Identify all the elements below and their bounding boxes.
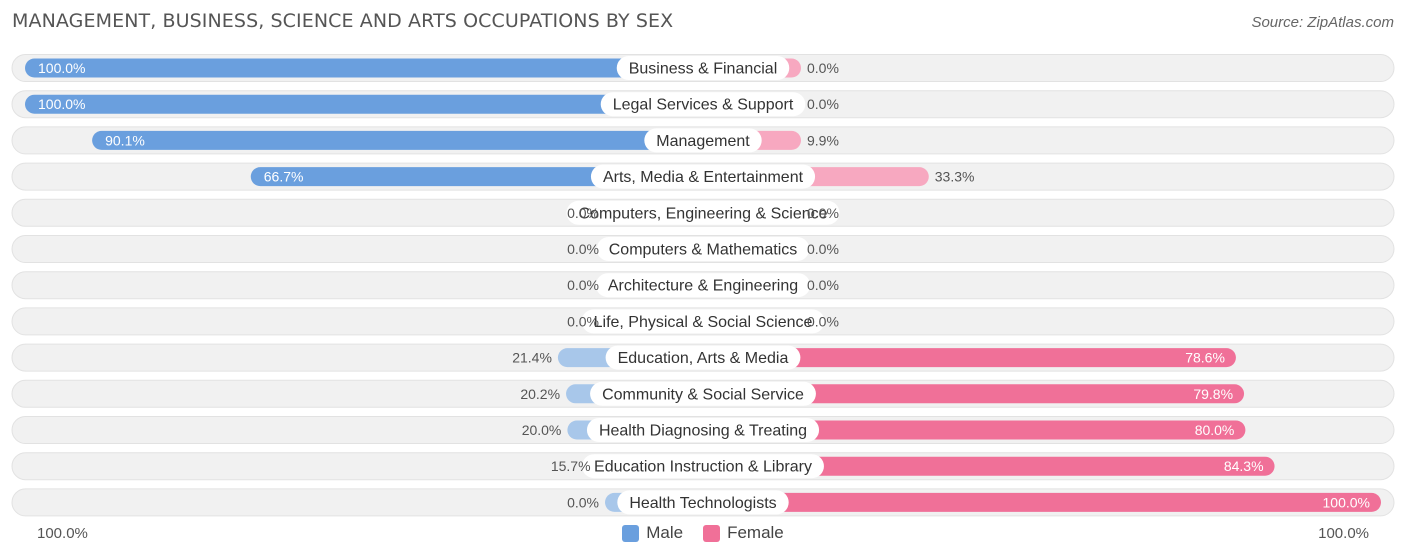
male-swatch bbox=[622, 524, 640, 542]
male-value-label: 20.2% bbox=[520, 386, 560, 402]
chart-row: Business & Financial 100.0% 0.0% bbox=[11, 54, 1395, 82]
category-label: Community & Social Service bbox=[602, 386, 804, 403]
male-value-label: 15.7% bbox=[551, 458, 591, 474]
category-label: Computers, Engineering & Science bbox=[578, 205, 827, 222]
female-value-label: 0.0% bbox=[807, 205, 839, 221]
female-value-label: 0.0% bbox=[807, 96, 839, 112]
legend-female-label: Female bbox=[727, 523, 784, 542]
category-label: Management bbox=[656, 133, 750, 150]
male-value-label: 0.0% bbox=[567, 313, 599, 329]
female-value-label: 0.0% bbox=[807, 313, 839, 329]
female-value-label: 0.0% bbox=[807, 241, 839, 257]
category-pill bbox=[590, 381, 816, 406]
male-bar[interactable] bbox=[250, 167, 704, 187]
category-label: Computers & Mathematics bbox=[609, 242, 798, 259]
male-value-label: 66.7% bbox=[264, 169, 304, 185]
category-pill bbox=[595, 273, 811, 298]
chart-row: Education, Arts & Media 21.4% 78.6% bbox=[11, 343, 1395, 372]
female-value-label: 0.0% bbox=[807, 60, 839, 76]
female-value-label: 78.6% bbox=[1185, 350, 1225, 366]
female-bar[interactable] bbox=[703, 492, 1381, 512]
legend: Male Female bbox=[0, 523, 1406, 543]
female-value-label: 79.8% bbox=[1193, 386, 1233, 402]
legend-item-male[interactable]: Male bbox=[622, 523, 683, 543]
legend-male-label: Male bbox=[646, 523, 684, 542]
chart-row: Computers & Mathematics 0.0% 0.0% bbox=[11, 235, 1395, 263]
chart-row: Arts, Media & Entertainment 66.7% 33.3% bbox=[11, 162, 1395, 191]
category-pill bbox=[582, 454, 824, 479]
category-label: Architecture & Engineering bbox=[608, 278, 798, 295]
category-pill bbox=[581, 309, 825, 334]
category-label: Education Instruction & Library bbox=[594, 459, 812, 476]
category-label: Legal Services & Support bbox=[613, 97, 794, 114]
chart-title: MANAGEMENT, BUSINESS, SCIENCE AND ARTS O… bbox=[12, 10, 674, 32]
female-value-label: 100.0% bbox=[1323, 494, 1370, 510]
male-bar[interactable] bbox=[92, 130, 703, 150]
male-value-label: 100.0% bbox=[38, 60, 85, 76]
male-value-label: 90.1% bbox=[105, 132, 145, 148]
male-bar[interactable] bbox=[25, 94, 703, 114]
female-bar[interactable] bbox=[703, 456, 1275, 476]
category-pill bbox=[600, 92, 806, 117]
category-label: Arts, Media & Entertainment bbox=[603, 169, 804, 186]
legend-item-female[interactable]: Female bbox=[703, 523, 784, 543]
female-value-label: 80.0% bbox=[1195, 422, 1235, 438]
male-value-label: 21.4% bbox=[512, 350, 552, 366]
chart-row: Management 90.1% 9.9% bbox=[11, 126, 1395, 155]
male-value-label: 0.0% bbox=[567, 277, 599, 293]
male-value-label: 0.0% bbox=[567, 241, 599, 257]
female-bar[interactable] bbox=[703, 348, 1236, 368]
chart-source: Source: ZipAtlas.com bbox=[1251, 14, 1394, 31]
category-pill bbox=[617, 490, 789, 515]
category-pill bbox=[596, 237, 810, 261]
category-pill bbox=[644, 128, 762, 153]
category-label: Business & Financial bbox=[629, 61, 778, 78]
female-value-label: 84.3% bbox=[1224, 458, 1264, 474]
category-pill bbox=[566, 200, 840, 225]
female-bar[interactable] bbox=[703, 420, 1246, 440]
male-value-label: 0.0% bbox=[567, 205, 599, 221]
category-label: Life, Physical & Social Science bbox=[594, 314, 813, 331]
male-value-label: 0.0% bbox=[567, 494, 599, 510]
chart-row: Health Diagnosing & Treating 20.0% 80.0% bbox=[11, 416, 1395, 444]
male-value-label: 100.0% bbox=[38, 96, 85, 112]
category-pill bbox=[586, 418, 820, 442]
category-pill bbox=[605, 345, 801, 370]
chart-row: Community & Social Service 20.2% 79.8% bbox=[11, 379, 1395, 408]
category-label: Health Technologists bbox=[629, 495, 776, 512]
male-bar[interactable] bbox=[25, 58, 703, 78]
axis-right-label: 100.0% bbox=[1318, 525, 1369, 542]
female-value-label: 9.9% bbox=[807, 132, 839, 148]
chart-row: Legal Services & Support 100.0% 0.0% bbox=[11, 90, 1395, 119]
category-pill bbox=[590, 164, 816, 189]
chart-row: Architecture & Engineering 0.0% 0.0% bbox=[11, 271, 1395, 300]
category-label: Education, Arts & Media bbox=[618, 350, 789, 367]
chart-row: Health Technologists 0.0% 100.0% bbox=[11, 488, 1395, 517]
female-value-label: 0.0% bbox=[807, 277, 839, 293]
axis-left-label: 100.0% bbox=[37, 525, 88, 542]
category-pill bbox=[616, 56, 790, 80]
female-value-label: 33.3% bbox=[935, 169, 975, 185]
female-bar[interactable] bbox=[703, 384, 1245, 404]
female-swatch bbox=[703, 524, 721, 542]
male-value-label: 20.0% bbox=[522, 422, 562, 438]
category-label: Health Diagnosing & Treating bbox=[599, 423, 807, 440]
